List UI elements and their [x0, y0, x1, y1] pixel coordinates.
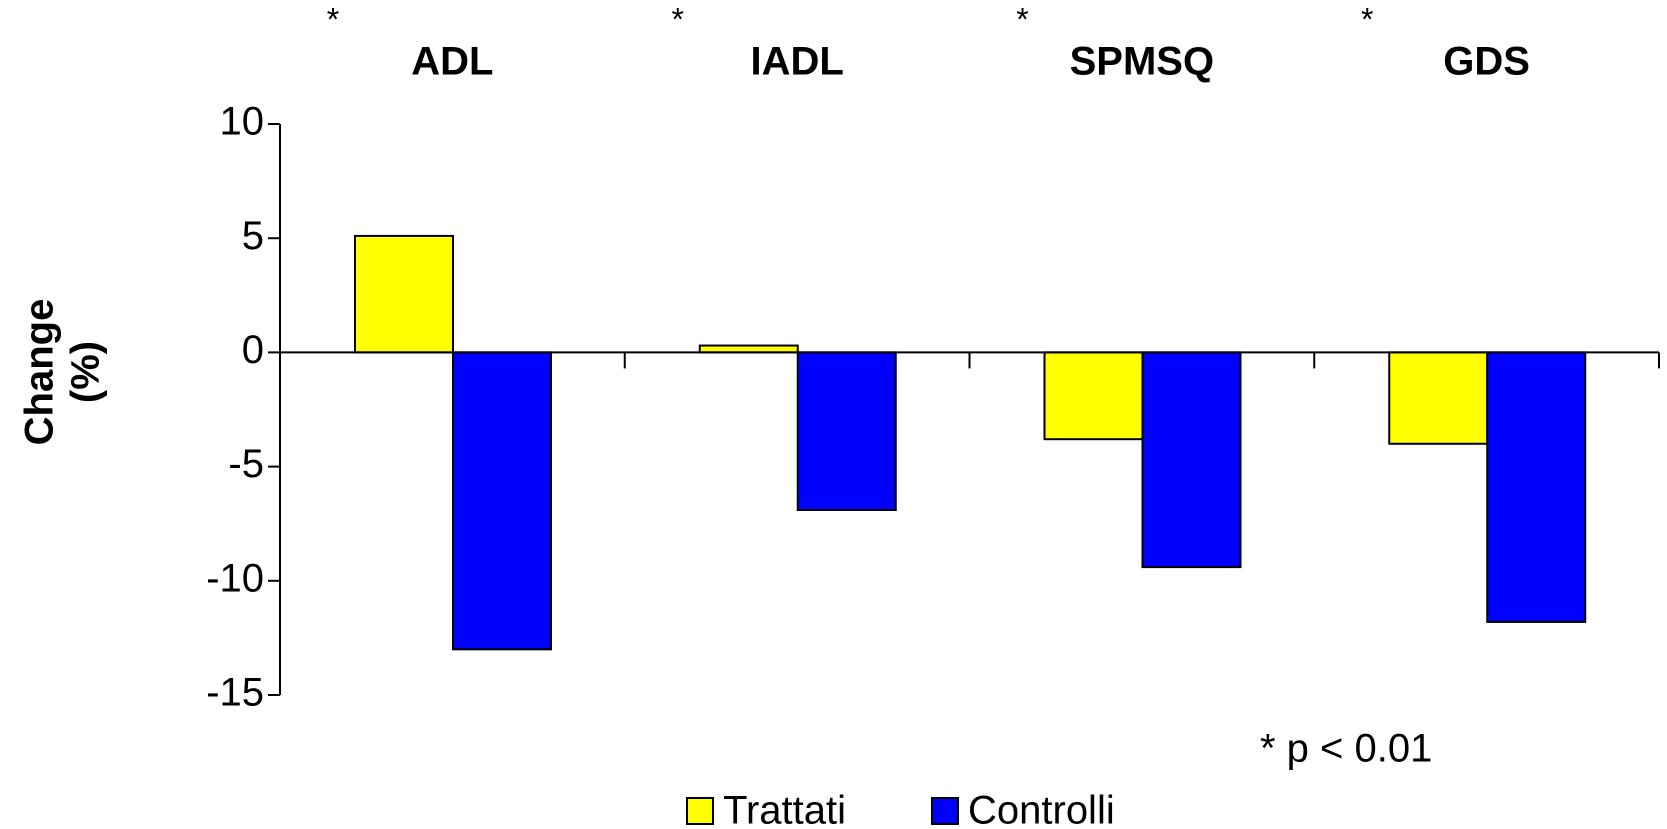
significance-mark: * — [327, 1, 339, 37]
y-tick-label: 5 — [242, 214, 264, 258]
y-tick-label: -10 — [206, 556, 264, 600]
category-label: GDS — [1443, 40, 1530, 84]
bar — [354, 234, 454, 354]
bar — [796, 351, 897, 511]
bar — [1486, 351, 1587, 623]
y-label-line: (%) — [64, 341, 108, 403]
bar — [1043, 351, 1144, 441]
legend-label: Controlli — [968, 789, 1115, 829]
y-axis-label: Change (%) — [18, 299, 108, 446]
y-tick-label: -15 — [206, 671, 264, 715]
bar — [452, 351, 552, 651]
bar — [1388, 351, 1489, 445]
y-label-line: Change — [18, 299, 62, 446]
y-tick-label: -5 — [228, 442, 264, 486]
category-label: IADL — [750, 40, 843, 84]
significance-mark: * — [1361, 1, 1373, 37]
bar — [698, 344, 799, 354]
y-tick-label: 10 — [220, 100, 265, 144]
category-label: SPMSQ — [1070, 40, 1214, 84]
footnote: * p < 0.01 — [1260, 727, 1432, 771]
bar — [1141, 351, 1242, 569]
significance-mark: * — [1016, 1, 1028, 37]
legend-label: Trattati — [723, 789, 846, 829]
legend-swatch — [686, 797, 714, 825]
legend-swatch — [931, 797, 959, 825]
significance-mark: * — [672, 1, 684, 37]
category-label: ADL — [411, 40, 493, 84]
y-tick-label: 0 — [242, 328, 264, 372]
